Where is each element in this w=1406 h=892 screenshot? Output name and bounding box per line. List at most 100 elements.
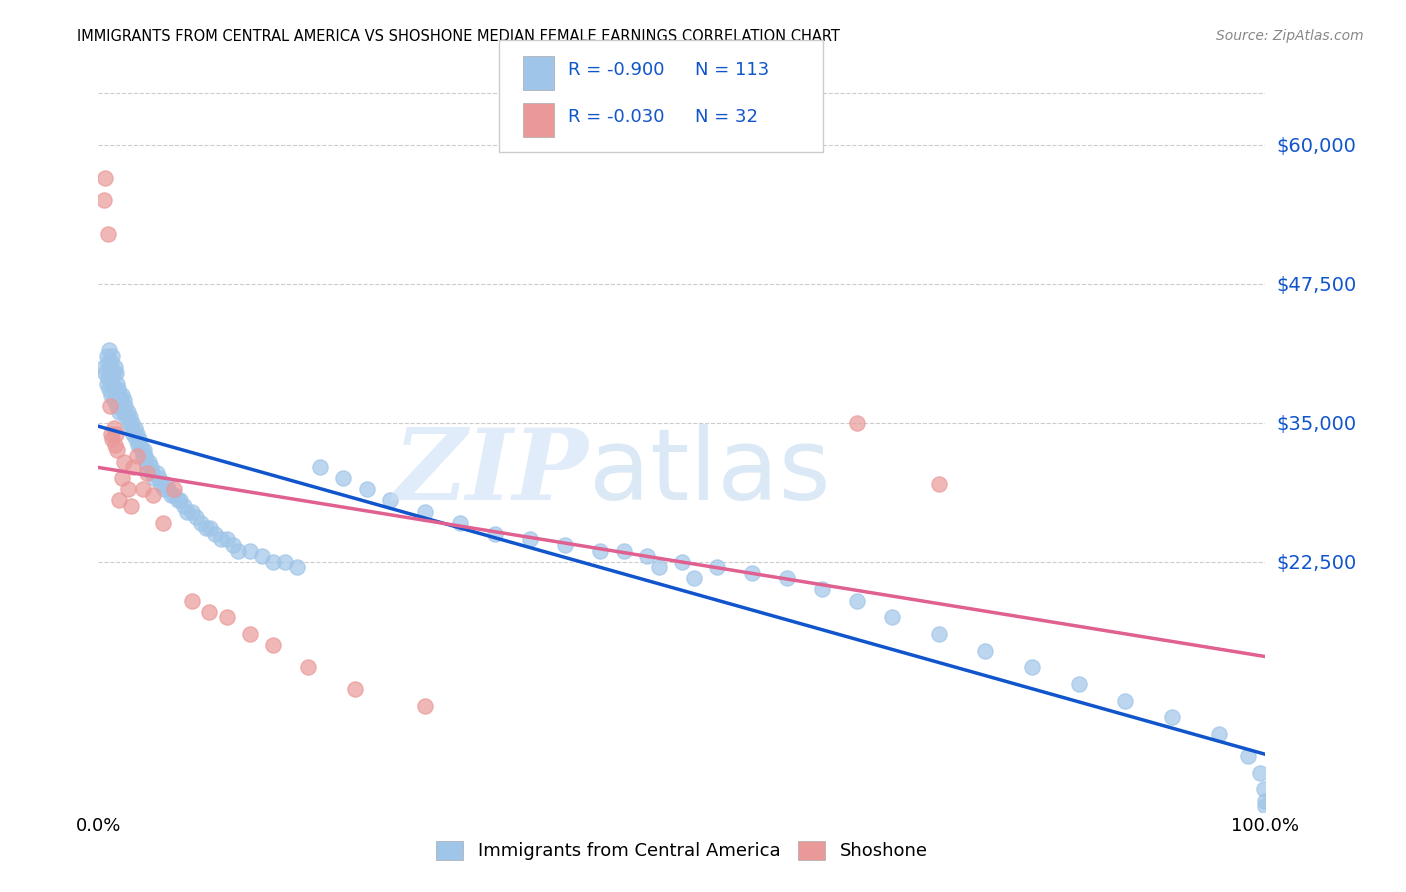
Point [120, 499, 142, 513]
Point [101, 376, 124, 391]
Point [98, 399, 121, 413]
Point [124, 421, 146, 435]
Point [136, 460, 159, 475]
Text: atlas: atlas [589, 424, 830, 521]
Point [682, 571, 704, 585]
Point [96, 349, 118, 363]
Point [1237, 749, 1260, 764]
Text: IMMIGRANTS FROM CENTRAL AMERICA VS SHOSHONE MEDIAN FEMALE EARNINGS CORRELATION C: IMMIGRANTS FROM CENTRAL AMERICA VS SHOSH… [77, 29, 841, 45]
Point [104, 382, 127, 396]
Point [309, 460, 332, 475]
Point [332, 471, 354, 485]
Point [114, 399, 136, 413]
Point [155, 476, 177, 491]
Point [274, 555, 297, 569]
Point [846, 416, 869, 430]
Point [143, 471, 166, 485]
Point [103, 366, 125, 380]
Point [344, 682, 367, 697]
Point [125, 426, 148, 441]
Point [122, 426, 145, 441]
Point [97, 382, 120, 396]
Point [111, 404, 134, 418]
Point [148, 471, 170, 485]
Point [104, 426, 127, 441]
Point [100, 388, 122, 402]
Point [132, 449, 155, 463]
Point [103, 421, 125, 435]
Point [115, 410, 138, 425]
Point [98, 371, 121, 385]
Point [93, 194, 115, 208]
Point [108, 404, 131, 418]
Text: N = 113: N = 113 [695, 62, 769, 79]
Point [132, 483, 155, 497]
Point [125, 449, 148, 463]
Point [239, 543, 262, 558]
Point [613, 543, 636, 558]
Point [589, 543, 612, 558]
Point [103, 393, 125, 408]
Point [413, 505, 436, 519]
Point [139, 460, 162, 475]
Point [1249, 765, 1271, 780]
Text: Source: ZipAtlas.com: Source: ZipAtlas.com [1216, 29, 1364, 44]
Point [108, 493, 131, 508]
Point [134, 449, 156, 463]
Point [1254, 794, 1277, 808]
Point [120, 421, 142, 435]
Point [96, 376, 118, 391]
Point [101, 349, 124, 363]
Point [152, 483, 174, 497]
Point [157, 483, 180, 497]
Point [776, 571, 799, 585]
Point [1254, 799, 1277, 814]
Point [97, 343, 120, 358]
Point [105, 443, 128, 458]
Point [93, 360, 115, 375]
Point [928, 627, 950, 641]
Point [215, 610, 238, 624]
Point [112, 454, 135, 468]
Point [221, 538, 243, 552]
Text: ZIP: ZIP [394, 424, 589, 520]
Point [285, 560, 308, 574]
Point [204, 526, 226, 541]
Point [671, 555, 693, 569]
Point [132, 443, 155, 458]
Point [105, 399, 128, 413]
Text: N = 32: N = 32 [695, 109, 758, 127]
Point [449, 516, 471, 530]
Point [554, 538, 576, 552]
Point [519, 533, 541, 547]
Point [198, 605, 221, 619]
Point [127, 438, 149, 452]
Point [122, 460, 145, 475]
Point [104, 360, 127, 375]
Point [636, 549, 658, 563]
Point [880, 610, 903, 624]
Point [166, 493, 188, 508]
Point [741, 566, 763, 580]
Point [98, 360, 121, 375]
Point [186, 510, 208, 524]
Legend: Immigrants from Central America, Shoshone: Immigrants from Central America, Shoshon… [429, 834, 935, 868]
Point [974, 643, 997, 657]
Point [169, 493, 191, 508]
Text: R = -0.030: R = -0.030 [568, 109, 665, 127]
Point [152, 516, 174, 530]
Point [117, 404, 139, 418]
Point [176, 505, 198, 519]
Point [131, 443, 153, 458]
Point [200, 521, 222, 535]
Point [228, 543, 250, 558]
Point [846, 593, 869, 607]
Point [97, 227, 120, 241]
Point [94, 366, 117, 380]
Point [141, 466, 163, 480]
Point [163, 488, 186, 502]
Point [159, 488, 181, 502]
Point [142, 488, 165, 502]
Point [209, 533, 232, 547]
Point [484, 526, 506, 541]
